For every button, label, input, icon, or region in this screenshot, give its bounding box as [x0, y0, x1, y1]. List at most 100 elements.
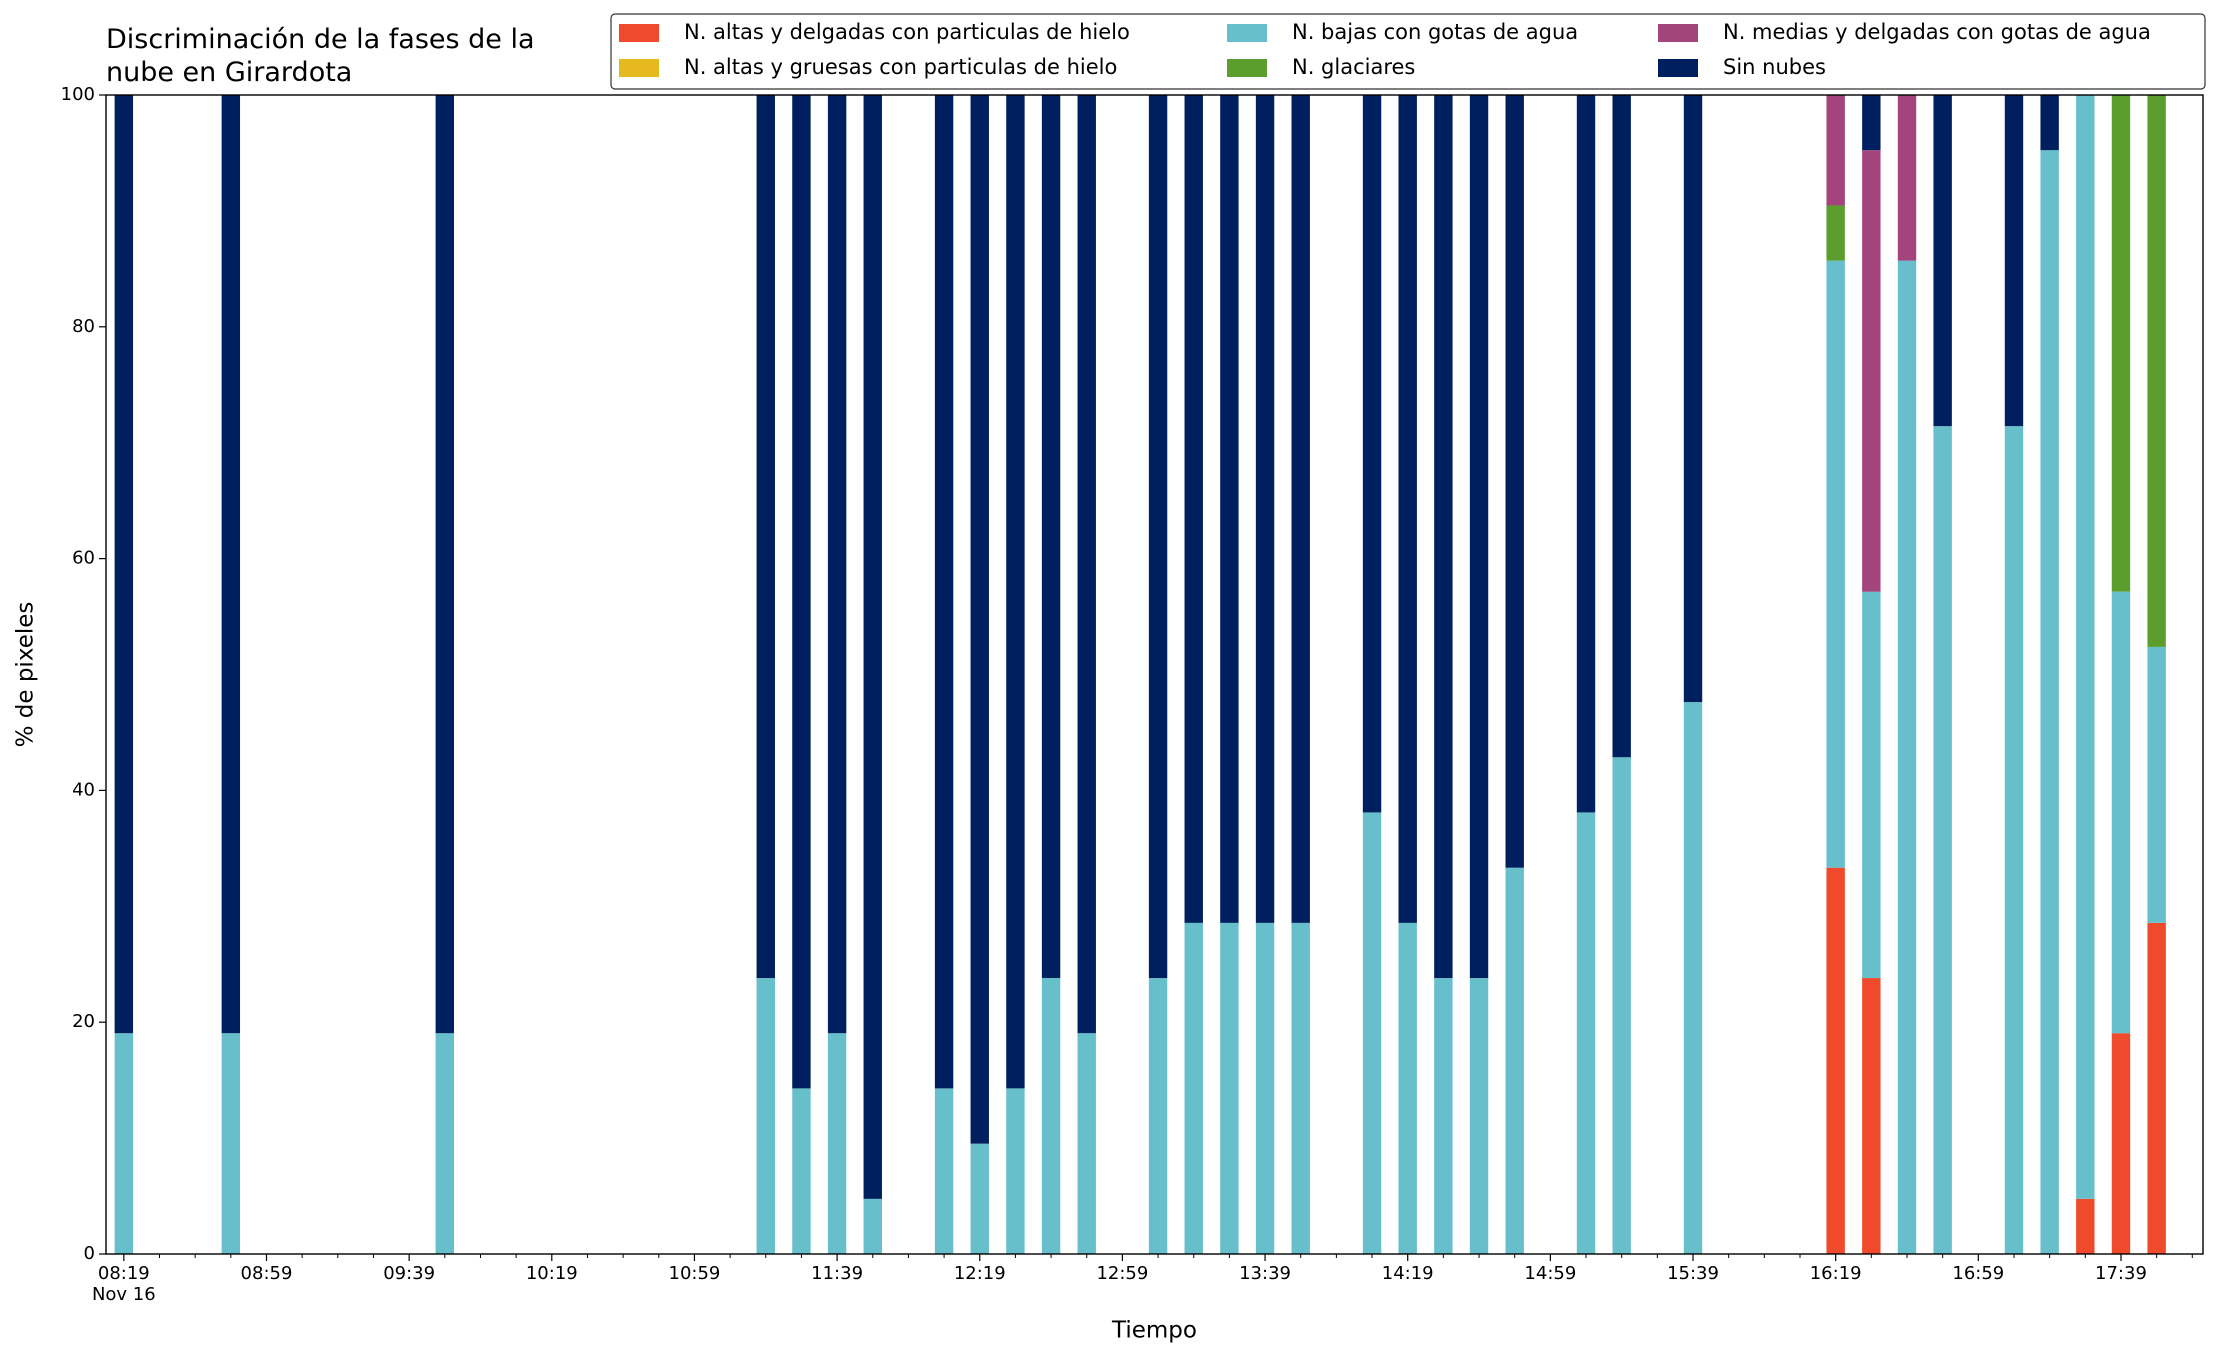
bar-segment — [1255, 95, 1275, 923]
bar-segment — [2147, 95, 2166, 647]
bar-segment — [1576, 95, 1596, 813]
bar-segment — [2111, 591, 2131, 1034]
legend-swatch — [1227, 24, 1267, 42]
legend-label: N. glaciares — [1292, 55, 1415, 79]
bar-segment — [1184, 922, 1203, 1254]
bar-segment — [934, 1088, 954, 1254]
y-tick-label: 20 — [72, 1011, 95, 1032]
bar-segment — [827, 1033, 847, 1254]
legend-label: N. altas y delgadas con particulas de hi… — [684, 20, 1130, 44]
x-tick-label: 16:59 — [1952, 1263, 2004, 1284]
legend-label: N. altas y gruesas con particulas de hie… — [684, 55, 1117, 79]
plot-frame — [105, 94, 2204, 1255]
x-tick-label: 14:59 — [1524, 1263, 1576, 1284]
x-axis-label: Tiempo — [1111, 1318, 1197, 1344]
bar-segment — [792, 95, 811, 1089]
bar-segment — [792, 1088, 811, 1254]
legend-label: Sin nubes — [1723, 55, 1826, 79]
bar-segment — [1041, 95, 1061, 979]
x-tick-label: 13:39 — [1239, 1263, 1291, 1284]
bar-segment — [1826, 205, 1845, 261]
bar-segment — [1434, 95, 1453, 979]
x-tick-label: 12:19 — [954, 1263, 1006, 1284]
bar-segment — [1862, 591, 1881, 979]
x-tick-label: 15:39 — [1667, 1263, 1719, 1284]
bar-segment — [1505, 867, 1524, 1254]
bar-segment — [1077, 1033, 1096, 1254]
bar-segment — [934, 95, 954, 1089]
y-axis-label: % de pixeles — [13, 602, 39, 748]
x-tick-label: 16:19 — [1810, 1263, 1862, 1284]
bar-segment — [221, 1033, 241, 1254]
bar-segment — [1220, 922, 1239, 1254]
bar-segment — [2004, 426, 2024, 1254]
bar-segment — [1826, 867, 1845, 1254]
bar-segment — [1469, 978, 1489, 1254]
bar-segment — [1398, 922, 1417, 1254]
y-tick-label: 80 — [72, 316, 95, 337]
bar-segment — [827, 95, 847, 1034]
bar-segment — [114, 1033, 134, 1254]
chart-title: Discriminación de la fases de la nube en … — [106, 24, 535, 88]
bar-segment — [1862, 150, 1881, 592]
bar-segment — [863, 95, 882, 1199]
x-tick-label: 14:19 — [1382, 1263, 1434, 1284]
bar-segment — [1006, 95, 1025, 1089]
bar-segment — [756, 95, 775, 979]
bar-segment — [1862, 95, 1881, 151]
bar-segment — [1826, 95, 1845, 206]
bar-segment — [1362, 95, 1382, 813]
bar-segment — [221, 95, 241, 1034]
bar-segment — [1041, 978, 1061, 1254]
bar-segment — [435, 1033, 455, 1254]
y-tick-label: 100 — [61, 84, 95, 105]
bar-segment — [1933, 426, 1952, 1254]
y-tick-label: 0 — [84, 1243, 95, 1264]
legend-label: N. bajas con gotas de agua — [1292, 20, 1578, 44]
legend: N. altas y delgadas con particulas de hi… — [610, 13, 2206, 90]
legend-frame — [610, 13, 2206, 90]
bar-segment — [2040, 150, 2059, 1254]
x-tick-label: 09:39 — [383, 1263, 435, 1284]
bar-segment — [863, 1198, 882, 1254]
legend-swatch — [619, 59, 659, 77]
bar-segment — [1148, 95, 1168, 979]
bar-segment — [1362, 812, 1382, 1254]
bar-segment — [756, 978, 775, 1254]
bar-segment — [970, 1143, 989, 1254]
x-tick-label: 10:19 — [526, 1263, 578, 1284]
bar-segment — [1505, 95, 1524, 868]
bar-segment — [1933, 95, 1952, 427]
bar-segment — [1683, 95, 1703, 703]
x-tick-label: 17:39 — [2095, 1263, 2147, 1284]
bar-segment — [1434, 978, 1453, 1254]
bar-segment — [1897, 260, 1917, 1254]
bar-segment — [2040, 95, 2059, 151]
bar-segment — [2076, 95, 2095, 1199]
bar-segment — [1255, 922, 1275, 1254]
bar-segment — [1291, 95, 1310, 923]
x-tick-label: 10:59 — [669, 1263, 721, 1284]
y-tick-label: 40 — [72, 779, 95, 800]
bar-segment — [1220, 95, 1239, 923]
legend-swatch — [1658, 59, 1698, 77]
bar-segment — [1184, 95, 1203, 923]
bar-segment — [435, 95, 455, 1034]
y-tick-label: 60 — [72, 548, 95, 569]
x-tick-label: 08:19 Nov 16 — [92, 1263, 156, 1305]
x-tick-label: 11:39 — [811, 1263, 863, 1284]
bar-segment — [2111, 1033, 2131, 1254]
bar-segment — [970, 95, 989, 1144]
bar-segment — [1612, 757, 1631, 1254]
bar-segment — [2076, 1198, 2095, 1254]
bar-segment — [1612, 95, 1631, 758]
bar-segment — [1862, 978, 1881, 1254]
bar-segment — [1897, 95, 1917, 261]
legend-swatch — [1227, 59, 1267, 77]
bar-segment — [2004, 95, 2024, 427]
legend-swatch — [1658, 24, 1698, 42]
legend-label: N. medias y delgadas con gotas de agua — [1723, 20, 2151, 44]
bar-segment — [1077, 95, 1096, 1034]
bar-segment — [2147, 646, 2166, 923]
